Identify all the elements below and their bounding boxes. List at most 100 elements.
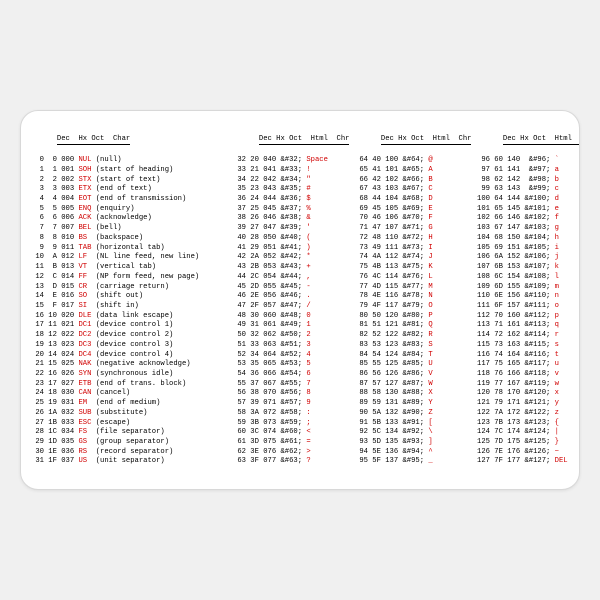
table-row: 109 6D 155 &#109; m — [477, 283, 580, 293]
table-row: 20 14 024 DC4 (device control 4) — [31, 351, 229, 361]
table-row: 52 34 064 &#52; 4 — [233, 351, 351, 361]
table-row: 120 78 170 &#120; x — [477, 389, 580, 399]
col-3-header: Dec Hx Oct Html Chr — [503, 135, 580, 146]
table-row: 0 0 000 NUL (null) — [31, 156, 229, 166]
table-row: 102 66 146 &#102; f — [477, 214, 580, 224]
table-row: 5 5 005 ENQ (enquiry) — [31, 205, 229, 215]
table-row: 31 1F 037 US (unit separator) — [31, 457, 229, 467]
table-row: 100 64 144 &#100; d — [477, 195, 580, 205]
table-row: 84 54 124 &#84; T — [355, 351, 473, 361]
table-row: 45 2D 055 &#45; - — [233, 283, 351, 293]
table-row: 9 9 011 TAB (horizontal tab) — [31, 244, 229, 254]
table-row: 42 2A 052 &#42; * — [233, 253, 351, 263]
table-row: 117 75 165 &#117; u — [477, 360, 580, 370]
table-row: 24 18 030 CAN (cancel) — [31, 389, 229, 399]
table-row: 104 68 150 &#104; h — [477, 234, 580, 244]
table-row: 68 44 104 &#68; D — [355, 195, 473, 205]
table-row: 3 3 003 ETX (end of text) — [31, 185, 229, 195]
table-row: 47 2F 057 &#47; / — [233, 302, 351, 312]
table-row: 26 1A 032 SUB (substitute) — [31, 409, 229, 419]
table-row: 14 E 016 SO (shift out) — [31, 292, 229, 302]
table-row: 56 38 070 &#56; 8 — [233, 389, 351, 399]
table-row: 89 59 131 &#89; Y — [355, 399, 473, 409]
col-0-header: Dec Hx Oct Char — [57, 135, 130, 146]
table-row: 48 30 060 &#48; 0 — [233, 312, 351, 322]
table-row: 58 3A 072 &#58; : — [233, 409, 351, 419]
table-row: 4 4 004 EOT (end of transmission) — [31, 195, 229, 205]
table-row: 79 4F 117 &#79; O — [355, 302, 473, 312]
table-row: 76 4C 114 &#76; L — [355, 273, 473, 283]
table-row: 51 33 063 &#51; 3 — [233, 341, 351, 351]
col-2-header: Dec Hx Oct Html Chr — [381, 135, 472, 146]
table-row: 73 49 111 &#73; I — [355, 244, 473, 254]
table-row: 29 1D 035 GS (group separator) — [31, 438, 229, 448]
table-row: 41 29 051 &#41; ) — [233, 244, 351, 254]
table-row: 25 19 031 EM (end of medium) — [31, 399, 229, 409]
table-row: 17 11 021 DC1 (device control 1) — [31, 321, 229, 331]
table-row: 81 51 121 &#81; Q — [355, 321, 473, 331]
table-row: 10 A 012 LF (NL line feed, new line) — [31, 253, 229, 263]
col-2: Dec Hx Oct Html Chr 64 40 100 &#64; @ 65… — [355, 125, 473, 487]
col-1-header: Dec Hx Oct Html Chr — [259, 135, 350, 146]
table-row: 125 7D 175 &#125; } — [477, 438, 580, 448]
table-row: 2 2 002 STX (start of text) — [31, 176, 229, 186]
table-row: 83 53 123 &#83; S — [355, 341, 473, 351]
table-row: 90 5A 132 &#90; Z — [355, 409, 473, 419]
table-row: 77 4D 115 &#77; M — [355, 283, 473, 293]
table-row: 74 4A 112 &#74; J — [355, 253, 473, 263]
table-row: 92 5C 134 &#92; \ — [355, 428, 473, 438]
table-row: 123 7B 173 &#123; { — [477, 419, 580, 429]
table-row: 35 23 043 &#35; # — [233, 185, 351, 195]
table-row: 43 2B 053 &#43; + — [233, 263, 351, 273]
table-row: 63 3F 077 &#63; ? — [233, 457, 351, 467]
table-row: 15 F 017 SI (shift in) — [31, 302, 229, 312]
table-row: 59 3B 073 &#59; ; — [233, 419, 351, 429]
table-row: 71 47 107 &#71; G — [355, 224, 473, 234]
table-row: 23 17 027 ETB (end of trans. block) — [31, 380, 229, 390]
table-row: 33 21 041 &#33; ! — [233, 166, 351, 176]
table-row: 115 73 163 &#115; s — [477, 341, 580, 351]
table-row: 64 40 100 &#64; @ — [355, 156, 473, 166]
table-row: 116 74 164 &#116; t — [477, 351, 580, 361]
table-row: 85 55 125 &#85; U — [355, 360, 473, 370]
table-row: 127 7F 177 &#127; DEL — [477, 457, 580, 467]
table-row: 122 7A 172 &#122; z — [477, 409, 580, 419]
table-row: 18 12 022 DC2 (device control 2) — [31, 331, 229, 341]
table-row: 6 6 006 ACK (acknowledge) — [31, 214, 229, 224]
table-row: 37 25 045 &#37; % — [233, 205, 351, 215]
table-row: 22 16 026 SYN (synchronous idle) — [31, 370, 229, 380]
table-row: 82 52 122 &#82; R — [355, 331, 473, 341]
table-row: 19 13 023 DC3 (device control 3) — [31, 341, 229, 351]
table-row: 28 1C 034 FS (file separator) — [31, 428, 229, 438]
table-row: 80 50 120 &#80; P — [355, 312, 473, 322]
table-row: 105 69 151 &#105; i — [477, 244, 580, 254]
table-row: 106 6A 152 &#106; j — [477, 253, 580, 263]
col-0-body: 0 0 000 NUL (null) 1 1 001 SOH (start of… — [31, 156, 229, 467]
table-row: 103 67 147 &#103; g — [477, 224, 580, 234]
table-row: 107 6B 153 &#107; k — [477, 263, 580, 273]
table-row: 108 6C 154 &#108; l — [477, 273, 580, 283]
table-row: 44 2C 054 &#44; , — [233, 273, 351, 283]
table-row: 13 D 015 CR (carriage return) — [31, 283, 229, 293]
table-row: 95 5F 137 &#95; _ — [355, 457, 473, 467]
table-row: 124 7C 174 &#124; | — [477, 428, 580, 438]
table-row: 50 32 062 &#50; 2 — [233, 331, 351, 341]
table-row: 7 7 007 BEL (bell) — [31, 224, 229, 234]
table-row: 88 58 130 &#88; X — [355, 389, 473, 399]
table-row: 60 3C 074 &#60; < — [233, 428, 351, 438]
table-row: 113 71 161 &#113; q — [477, 321, 580, 331]
table-row: 101 65 145 &#101; e — [477, 205, 580, 215]
table-row: 94 5E 136 &#94; ^ — [355, 448, 473, 458]
table-row: 61 3D 075 &#61; = — [233, 438, 351, 448]
table-row: 111 6F 157 &#111; o — [477, 302, 580, 312]
table-row: 34 22 042 &#34; " — [233, 176, 351, 186]
table-row: 12 C 014 FF (NP form feed, new page) — [31, 273, 229, 283]
table-row: 49 31 061 &#49; 1 — [233, 321, 351, 331]
table-row: 54 36 066 &#54; 6 — [233, 370, 351, 380]
col-3: Dec Hx Oct Html Chr 96 60 140 &#96; ` 97… — [477, 125, 580, 487]
table-row: 99 63 143 &#99; c — [477, 185, 580, 195]
table-row: 66 42 102 &#66; B — [355, 176, 473, 186]
table-row: 91 5B 133 &#91; [ — [355, 419, 473, 429]
table-row: 118 76 166 &#118; v — [477, 370, 580, 380]
table-row: 69 45 105 &#69; E — [355, 205, 473, 215]
